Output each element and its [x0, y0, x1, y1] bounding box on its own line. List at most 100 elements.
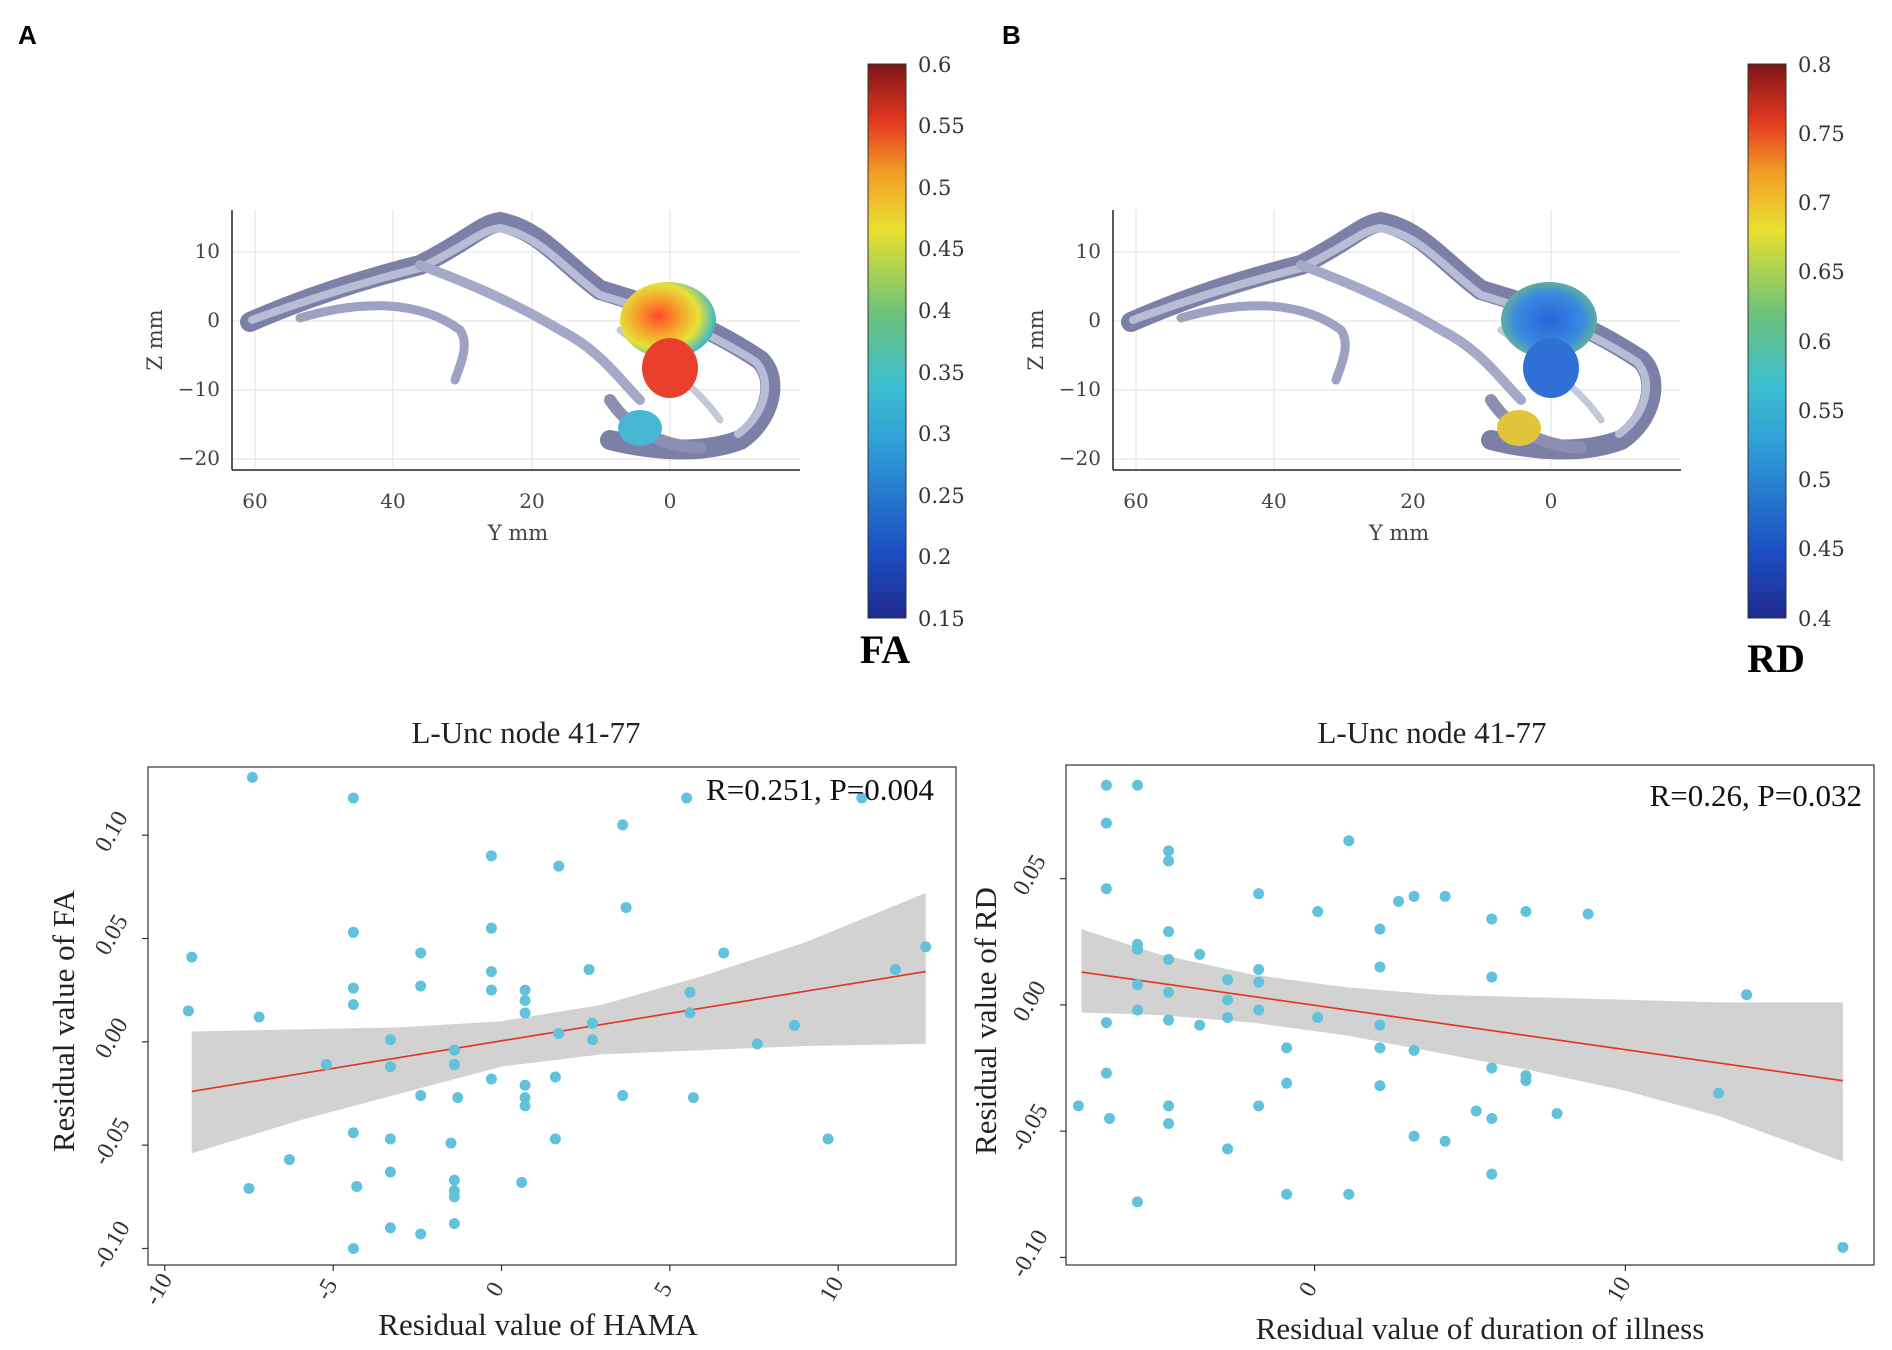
- data-point: [1408, 1044, 1420, 1056]
- tract-ytick: −10: [1059, 377, 1101, 401]
- y-tick-label: 0.10: [90, 807, 134, 856]
- data-point: [1470, 1105, 1482, 1117]
- data-point: [1100, 1067, 1112, 1079]
- tract-yticks: 10 0 −10 −20: [178, 239, 220, 470]
- data-point: [583, 964, 595, 976]
- data-point: [1439, 890, 1451, 902]
- regression-line: [1081, 971, 1844, 1082]
- data-point: [856, 792, 868, 804]
- plot-marks: [182, 771, 932, 1254]
- data-point: [519, 1100, 531, 1112]
- data-point: [1163, 953, 1175, 965]
- data-point: [1741, 989, 1753, 1001]
- data-point: [347, 1127, 359, 1139]
- data-point: [415, 947, 427, 959]
- data-point: [246, 771, 258, 783]
- tract-xtick: 0: [664, 489, 677, 513]
- data-point: [1163, 1100, 1175, 1112]
- fiber-bundle: [1121, 211, 1662, 460]
- colorbar-tick: 0.55: [918, 114, 965, 138]
- tract-yticks: 10 0 −10 −20: [1059, 239, 1101, 470]
- y-tick-label: -0.05: [88, 1113, 136, 1169]
- data-point: [448, 1218, 460, 1230]
- data-point: [445, 1137, 457, 1149]
- data-point: [1374, 1080, 1386, 1092]
- data-point: [1343, 1188, 1355, 1200]
- data-point: [384, 1034, 396, 1046]
- data-point: [1520, 905, 1532, 917]
- tract-ytick: 0: [207, 308, 220, 332]
- x-tick-label: -5: [311, 1274, 344, 1304]
- data-point: [448, 1174, 460, 1186]
- scatter-plot-a: L-Unc node 41-77 R=0.251, P=0.004 -0.10-…: [46, 715, 957, 1342]
- tract-ylabel: Z mm: [143, 309, 167, 370]
- data-point: [415, 1090, 427, 1102]
- chart-title: L-Unc node 41-77: [1318, 715, 1547, 750]
- data-point: [384, 1166, 396, 1178]
- colorbar-tick: 0.4: [1798, 607, 1831, 631]
- tract-axes: [1112, 210, 1681, 471]
- data-point: [253, 1011, 265, 1023]
- data-point: [1131, 943, 1143, 955]
- colorbar-tick: 0.6: [918, 53, 951, 77]
- tract-ylabel: Z mm: [1024, 309, 1048, 370]
- data-point: [1374, 1042, 1386, 1054]
- data-point: [1100, 1017, 1112, 1029]
- data-point: [1163, 1118, 1175, 1130]
- tract-ytick: −20: [1059, 446, 1101, 470]
- y-tick-label: -0.10: [88, 1217, 136, 1273]
- data-point: [519, 984, 531, 996]
- scatter-plot-b: L-Unc node 41-77 R=0.26, P=0.032 -0.10 -0…: [968, 715, 1875, 1346]
- colorbar-tick: 0.65: [1798, 260, 1845, 284]
- fiber-bundle: [240, 211, 781, 460]
- data-point: [243, 1183, 255, 1195]
- colorbar-tick: 0.25: [918, 484, 965, 508]
- data-point: [1281, 1042, 1293, 1054]
- tract-xlabel: Y mm: [1368, 521, 1429, 545]
- x-axis-label: Residual value of duration of illness: [1256, 1311, 1705, 1346]
- data-point: [415, 980, 427, 992]
- tract-xtick: 60: [242, 489, 267, 513]
- data-point: [684, 1007, 696, 1019]
- data-point: [347, 999, 359, 1011]
- data-point: [1343, 835, 1355, 847]
- data-point: [889, 964, 901, 976]
- data-point: [553, 860, 565, 872]
- data-point: [452, 1092, 464, 1104]
- data-point: [1222, 1143, 1234, 1155]
- tract-ytick: −20: [178, 446, 220, 470]
- y-tick-label: 0.05: [90, 910, 134, 959]
- data-point: [586, 1017, 598, 1029]
- data-point: [1072, 1100, 1084, 1112]
- colorbar-rd-label: RD: [1747, 636, 1805, 681]
- y-axis-label: Residual value of RD: [968, 887, 1003, 1155]
- y-tick-label: 0.00: [90, 1014, 134, 1063]
- data-point: [1100, 779, 1112, 791]
- data-point: [1520, 1075, 1532, 1087]
- data-point: [320, 1059, 332, 1071]
- tract-plot-a: 60 40 20 0 10 0 −10 −20 Y mm Z mm 0.6 0.…: [143, 53, 965, 672]
- y-tick-label: -0.05: [1006, 1100, 1054, 1156]
- y-tick-label: 0.00: [1008, 977, 1052, 1026]
- data-point: [1281, 1077, 1293, 1089]
- colorbar-tick: 0.8: [1798, 53, 1831, 77]
- data-point: [920, 941, 932, 953]
- data-point: [448, 1059, 460, 1071]
- tract-xlabel: Y mm: [487, 521, 548, 545]
- data-point: [617, 1090, 629, 1102]
- tract-xtick: 40: [380, 489, 405, 513]
- tract-xtick: 20: [519, 489, 544, 513]
- tract-ytick: 0: [1088, 308, 1101, 332]
- data-point: [1374, 923, 1386, 935]
- chart-title: L-Unc node 41-77: [412, 715, 641, 750]
- data-point: [1131, 1004, 1143, 1016]
- tract-ytick: 10: [1076, 239, 1101, 263]
- tract-ytick: 10: [195, 239, 220, 263]
- y-tick-label: 0.05: [1008, 850, 1052, 899]
- data-point: [485, 966, 497, 978]
- data-point: [1486, 913, 1498, 925]
- colorbar-tick: 0.2: [918, 545, 951, 569]
- data-point: [485, 1073, 497, 1085]
- tract-xticks: 60 40 20 0: [242, 489, 676, 513]
